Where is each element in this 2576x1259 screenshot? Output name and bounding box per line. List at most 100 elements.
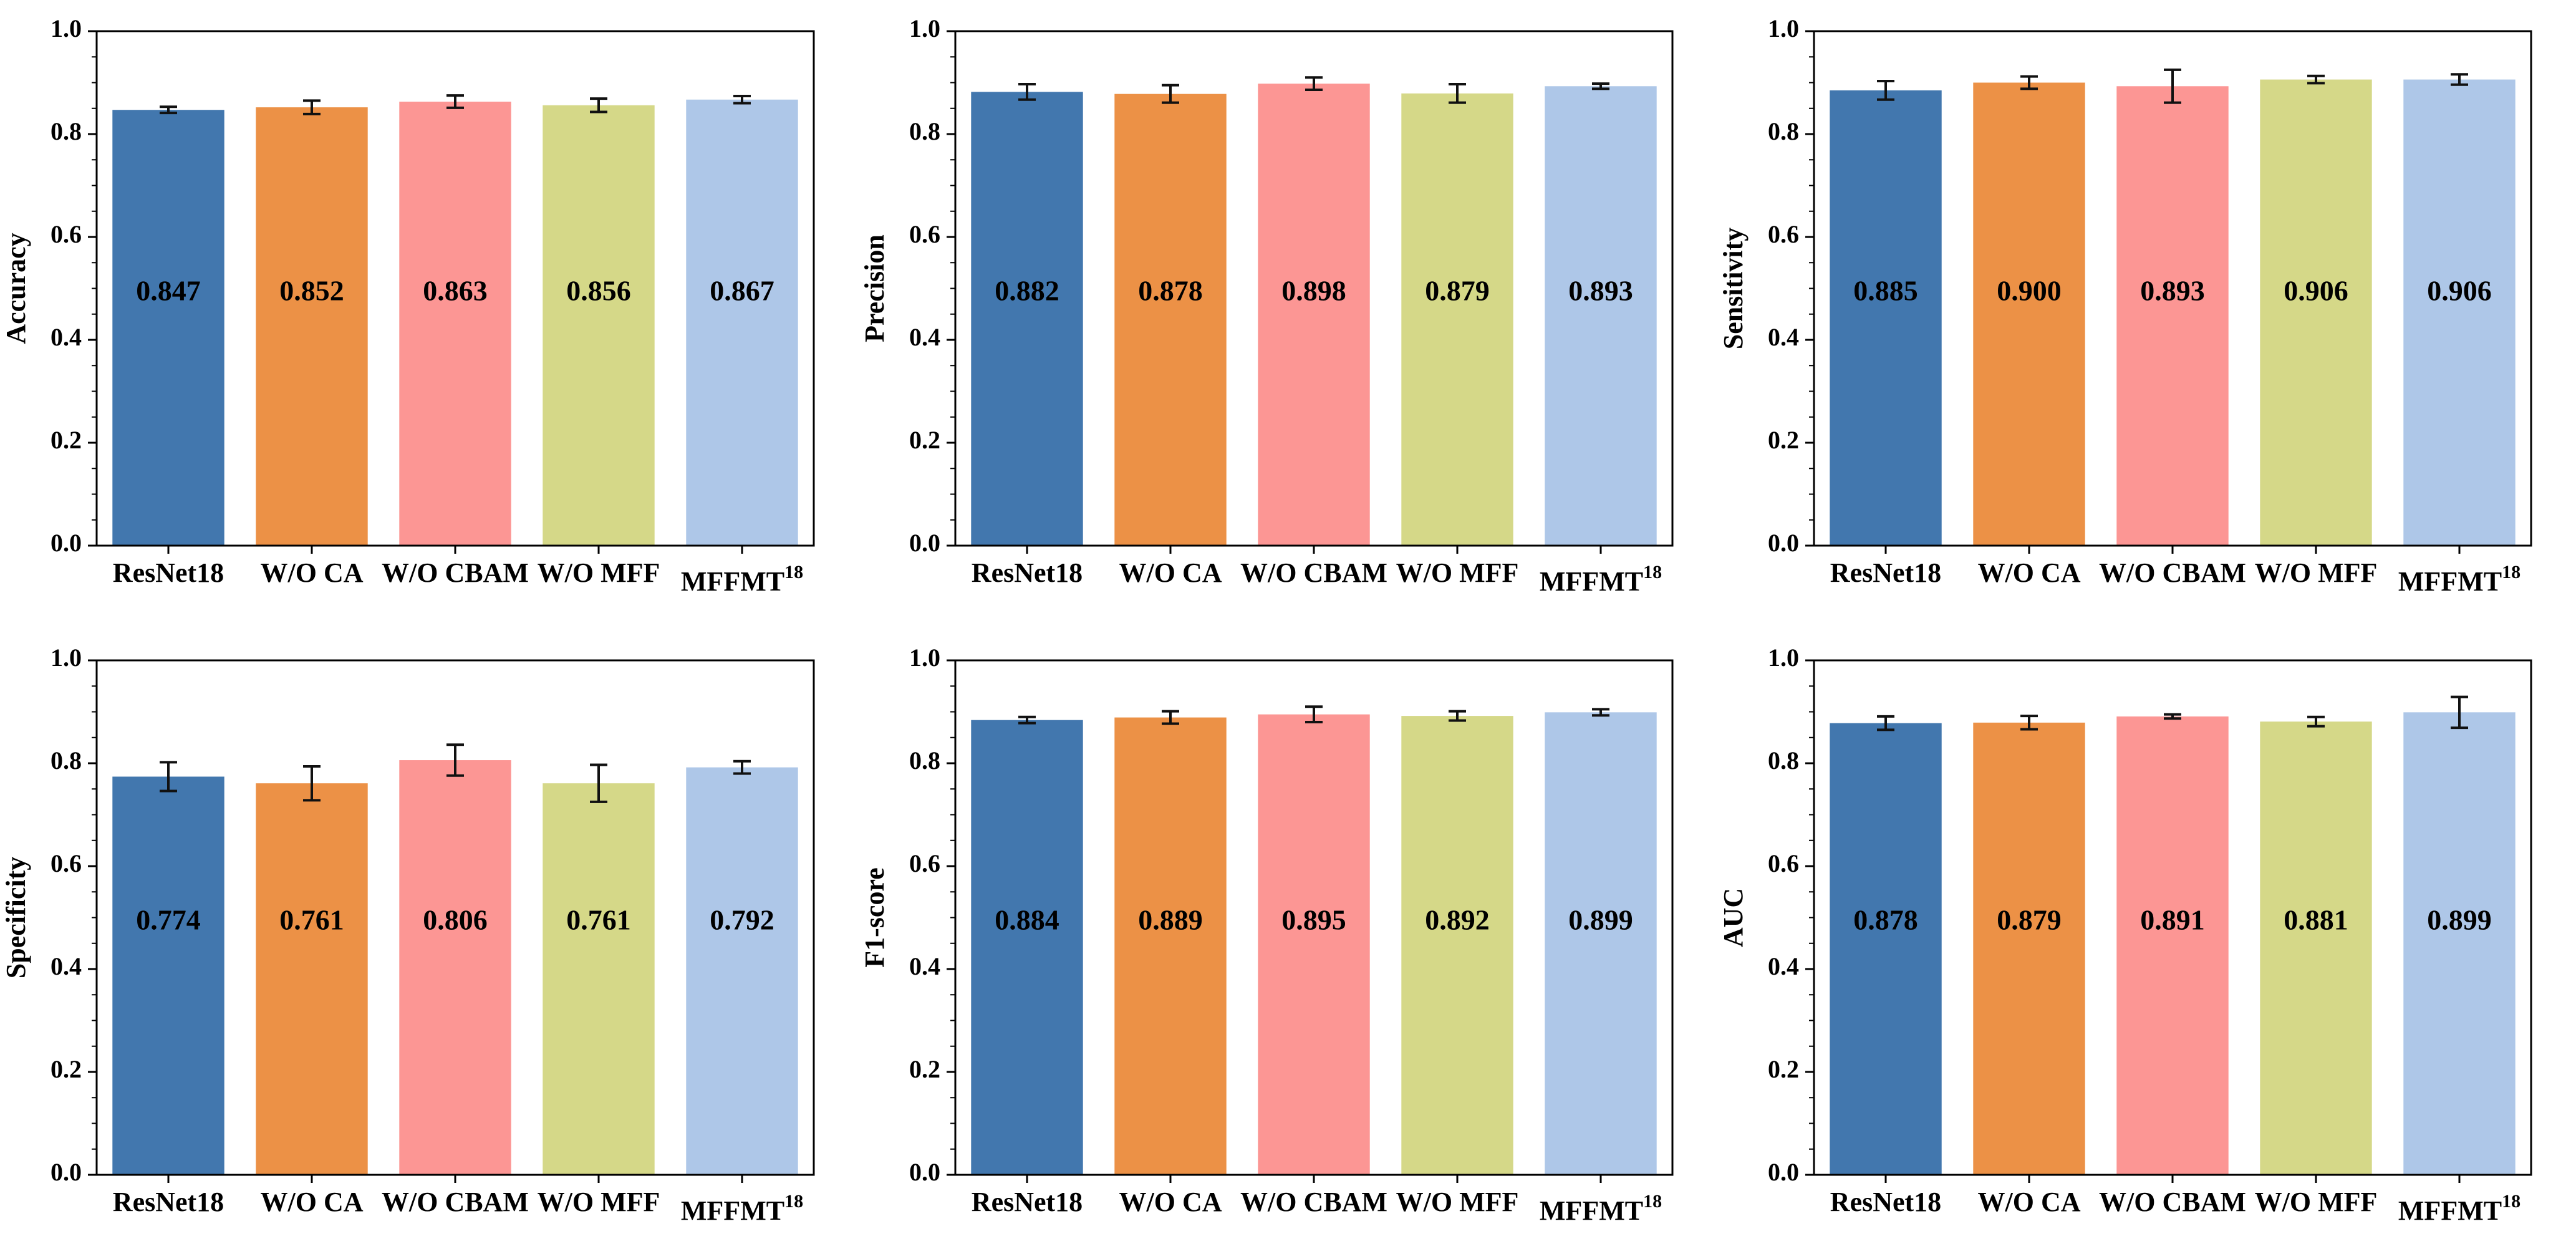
- error-bar: [1592, 708, 1609, 717]
- y-axis-title-specificity: Specificity: [1, 857, 31, 979]
- xtick-label-w-o-mff: W/O MFF: [1396, 1187, 1519, 1217]
- bar-value-label: 0.878: [1853, 904, 1918, 935]
- error-bar: [1018, 82, 1036, 101]
- bar-resnet18: [971, 92, 1083, 546]
- ytick-label: 0.6: [51, 849, 82, 877]
- ytick-label: 1.0: [51, 14, 82, 42]
- ytick-label: 0.0: [51, 1158, 82, 1186]
- y-axis-title-precision: Precision: [859, 234, 890, 342]
- bar-mffmt: [1545, 86, 1657, 546]
- bar-value-label: 0.806: [423, 904, 488, 935]
- error-bar: [2451, 695, 2468, 730]
- panel-precision: 0.882 0.878 0.898 0.879 0.893 0.0 0.2 0.4 0.6 0.8…: [859, 0, 1717, 629]
- ytick-label: 0.0: [51, 529, 82, 557]
- ytick-label: 0.2: [51, 426, 82, 454]
- sensitivity-chart: 0.885 0.900 0.893 0.906 0.906 0.0 0.2 0.4 0.6 0.8…: [1718, 14, 2532, 597]
- xtick-label-w-o-cbam: W/O CBAM: [2099, 557, 2246, 588]
- bar-resnet18: [1830, 90, 1942, 546]
- xtick-label-mffmt: MFFMT18: [1540, 562, 1662, 597]
- xtick-label-w-o-mff: W/O MFF: [1396, 557, 1519, 588]
- xtick-label-w-o-cbam: W/O CBAM: [1240, 1187, 1387, 1217]
- bar-value-label: 0.906: [2427, 274, 2492, 306]
- xtick-label-w-o-ca: W/O CA: [261, 557, 364, 588]
- bar-mffmt: [2403, 712, 2516, 1175]
- bar-w-o-ca: [1973, 722, 2085, 1175]
- error-bar: [1018, 715, 1036, 725]
- error-bar: [1592, 82, 1609, 90]
- xtick-label-resnet18: ResNet18: [972, 557, 1083, 588]
- ytick-label: 0.8: [1768, 117, 1799, 145]
- error-bar: [1162, 710, 1179, 725]
- bar-value-label: 0.847: [136, 274, 201, 306]
- bar-resnet18: [112, 110, 224, 546]
- plot-spines: [95, 30, 815, 547]
- ytick-label: 0.0: [909, 529, 940, 557]
- xtick-label-resnet18: ResNet18: [1830, 557, 1941, 588]
- f1-score-chart: 0.884 0.889 0.895 0.892 0.899 0.0 0.2 0.4 0.6 0.8…: [859, 644, 1674, 1226]
- error-bar: [590, 97, 607, 113]
- xtick-label-w-o-ca: W/O CA: [1978, 1187, 2081, 1217]
- bar-mffmt: [686, 99, 798, 546]
- error-bar: [2020, 715, 2038, 731]
- xtick-label-w-o-ca: W/O CA: [1119, 1187, 1222, 1217]
- bar-resnet18: [112, 776, 224, 1175]
- ytick-label: 0.8: [51, 117, 82, 145]
- bar-value-label: 0.761: [279, 904, 344, 935]
- bar-value-label: 0.879: [1997, 904, 2062, 935]
- bar-w-o-mff: [2260, 79, 2372, 546]
- ytick-label: 0.2: [1768, 1055, 1799, 1083]
- bar-value-label: 0.893: [1568, 274, 1633, 306]
- ytick-label: 0.6: [909, 220, 940, 248]
- bar-w-o-mff: [543, 105, 655, 546]
- bar-w-o-mff: [2260, 721, 2372, 1175]
- xtick-label-resnet18: ResNet18: [113, 1187, 224, 1217]
- error-bar: [1162, 84, 1179, 104]
- panel-f1-score: 0.884 0.889 0.895 0.892 0.899 0.0 0.2 0.4 0.6 0.8…: [859, 629, 1717, 1258]
- error-bar: [733, 94, 751, 105]
- bar-value-label: 0.895: [1281, 904, 1346, 935]
- error-bar: [1305, 705, 1323, 723]
- bar-value-label: 0.881: [2284, 904, 2348, 935]
- xtick-label-mffmt: MFFMT18: [2398, 562, 2521, 597]
- xtick-label-w-o-ca: W/O CA: [1978, 557, 2081, 588]
- ytick-label: 0.2: [51, 1055, 82, 1083]
- auc-chart: 0.878 0.879 0.891 0.881 0.899 0.0 0.2 0.4 0.6 0.8…: [1718, 644, 2532, 1226]
- bar-value-label: 0.852: [279, 274, 344, 306]
- ytick-label: 0.8: [1768, 746, 1799, 774]
- bar-value-label: 0.889: [1138, 904, 1203, 935]
- accuracy-chart: 0.847 0.852 0.863 0.856 0.867 0.0 0.2 0.4 0.6 0.8…: [1, 14, 815, 597]
- xtick-label-mffmt: MFFMT18: [1540, 1191, 1662, 1226]
- ytick-label: 0.2: [1768, 426, 1799, 454]
- ytick-label: 0.6: [909, 849, 940, 877]
- bar-value-label: 0.898: [1281, 274, 1346, 306]
- ytick-label: 0.6: [1768, 220, 1799, 248]
- error-bar: [303, 765, 321, 802]
- xtick-label-w-o-cbam: W/O CBAM: [382, 1187, 529, 1217]
- ytick-label: 0.0: [1768, 529, 1799, 557]
- xtick-label-w-o-ca: W/O CA: [1119, 557, 1222, 588]
- error-bar: [303, 99, 321, 115]
- precision-chart: 0.882 0.878 0.898 0.879 0.893 0.0 0.2 0.4 0.6 0.8…: [859, 14, 1674, 597]
- error-bar: [160, 105, 177, 115]
- error-bar: [733, 760, 751, 775]
- plot-spines: [1813, 659, 2532, 1176]
- plot-spines: [954, 659, 1674, 1176]
- bar-value-label: 0.884: [995, 904, 1059, 935]
- bar-w-o-ca: [1114, 94, 1227, 546]
- ytick-label: 0.0: [909, 1158, 940, 1186]
- ytick-label: 0.4: [1768, 952, 1799, 980]
- ytick-label: 0.2: [909, 1055, 940, 1083]
- bar-value-label: 0.792: [710, 904, 774, 935]
- bar-value-label: 0.885: [1853, 274, 1918, 306]
- ytick-label: 0.8: [909, 117, 940, 145]
- ytick-label: 0.8: [51, 746, 82, 774]
- y-axis-title-f1-score: F1-score: [859, 867, 890, 967]
- xtick-label-w-o-mff: W/O MFF: [2255, 557, 2378, 588]
- bar-w-o-mff: [543, 783, 655, 1175]
- bar-w-o-ca: [256, 783, 368, 1175]
- bar-value-label: 0.879: [1425, 274, 1490, 306]
- ytick-label: 0.6: [51, 220, 82, 248]
- xtick-label-w-o-ca: W/O CA: [261, 1187, 364, 1217]
- y-axis-title-accuracy: Accuracy: [1, 233, 31, 344]
- ytick-label: 0.4: [909, 952, 940, 980]
